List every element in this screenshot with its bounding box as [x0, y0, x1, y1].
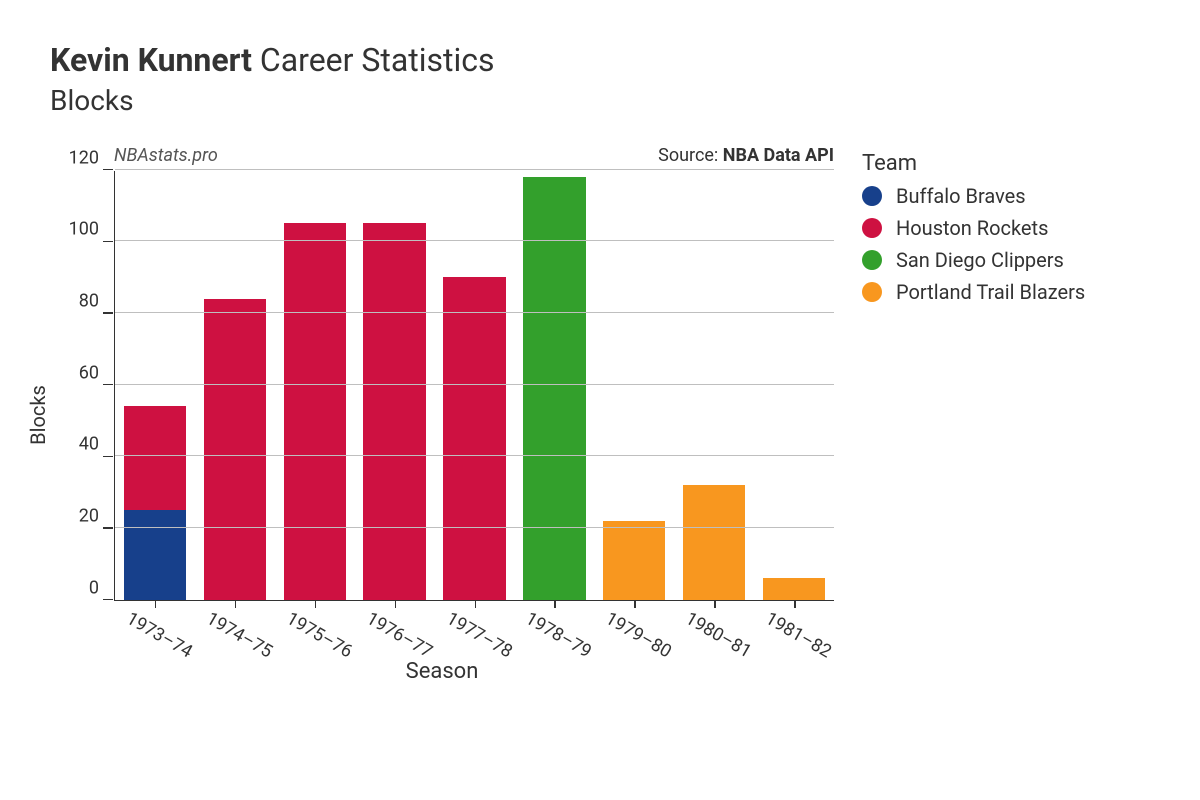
y-tick-label: 80	[79, 290, 115, 311]
legend-item: San Diego Clippers	[862, 248, 1085, 272]
bars-group: 1973–741974–751975–761976–771977–781978–…	[115, 171, 834, 600]
title-player: Kevin Kunnert	[50, 41, 252, 79]
x-tick	[475, 600, 477, 608]
y-tick	[103, 384, 113, 386]
bar-stack	[284, 223, 346, 599]
x-tick	[714, 600, 716, 608]
bar-segment	[284, 223, 346, 599]
chart-title: Kevin Kunnert Career Statistics	[50, 40, 1170, 82]
bar-slot: 1979–80	[594, 171, 674, 600]
y-tick-label: 0	[89, 577, 115, 598]
legend-label: Portland Trail Blazers	[896, 280, 1085, 304]
legend-item: Portland Trail Blazers	[862, 280, 1085, 304]
y-tick	[103, 599, 113, 601]
x-tick	[315, 600, 317, 608]
bar-slot: 1974–75	[195, 171, 275, 600]
grid-line	[115, 169, 834, 170]
x-tick	[634, 600, 636, 608]
title-rest: Career Statistics	[260, 41, 495, 79]
bar-slot: 1976–77	[355, 171, 435, 600]
grid-line	[115, 240, 834, 241]
bar-segment	[763, 578, 825, 600]
x-axis-label: Season	[50, 659, 834, 684]
bar-slot: 1975–76	[275, 171, 355, 600]
x-tick	[395, 600, 397, 608]
x-tick-label: 1976–77	[362, 608, 435, 662]
y-tick	[103, 456, 113, 458]
legend: Team Buffalo Braves Houston Rockets San Di…	[862, 151, 1085, 312]
y-tick-label: 60	[79, 362, 115, 383]
bar-stack	[443, 277, 505, 600]
y-tick	[103, 241, 113, 243]
legend-swatch	[862, 250, 882, 270]
y-tick-label: 40	[79, 434, 115, 455]
legend-label: Buffalo Braves	[896, 184, 1026, 208]
bar-segment	[124, 510, 186, 600]
plot-area: 1973–741974–751975–761976–771977–781978–…	[114, 171, 834, 601]
x-tick	[554, 600, 556, 608]
bar-stack	[363, 223, 425, 599]
bar-segment	[683, 485, 745, 600]
legend-swatch	[862, 218, 882, 238]
bar-stack	[763, 578, 825, 600]
x-tick	[235, 600, 237, 608]
bar-slot: 1980–81	[674, 171, 754, 600]
bar-slot: 1978–79	[514, 171, 594, 600]
site-credit: NBAstats.pro	[114, 145, 218, 166]
bar-segment	[204, 299, 266, 600]
chart-container: Kevin Kunnert Career Statistics Blocks N…	[0, 0, 1200, 800]
source-name: NBA Data API	[723, 145, 834, 166]
y-tick-label: 20	[79, 505, 115, 526]
legend-swatch	[862, 282, 882, 302]
bar-slot: 1977–78	[435, 171, 515, 600]
legend-item: Buffalo Braves	[862, 184, 1085, 208]
x-tick-label: 1978–79	[522, 608, 595, 662]
legend-item: Houston Rockets	[862, 216, 1085, 240]
chart-wrap: NBAstats.pro Source: NBA Data API Blocks…	[50, 147, 834, 684]
x-tick-label: 1975–76	[282, 608, 355, 662]
y-axis-label: Blocks	[26, 385, 50, 445]
bar-stack	[683, 485, 745, 600]
grid-line	[115, 384, 834, 385]
chart-row: NBAstats.pro Source: NBA Data API Blocks…	[50, 147, 1170, 684]
bar-slot: 1981–82	[754, 171, 834, 600]
x-tick-label: 1980–81	[682, 608, 755, 662]
legend-label: Houston Rockets	[896, 216, 1048, 240]
source-prefix: Source:	[658, 145, 723, 166]
y-tick-label: 100	[69, 219, 115, 240]
y-tick	[103, 169, 113, 171]
x-tick-label: 1974–75	[203, 608, 276, 662]
bar-segment	[124, 406, 186, 510]
x-tick-label: 1979–80	[602, 608, 675, 662]
x-tick-label: 1977–78	[442, 608, 515, 662]
title-block: Kevin Kunnert Career Statistics Blocks	[50, 40, 1170, 117]
bar-stack	[204, 299, 266, 600]
bar-stack	[124, 406, 186, 599]
bar-stack	[603, 521, 665, 600]
y-tick-label: 120	[69, 147, 115, 168]
grid-line	[115, 455, 834, 456]
y-tick	[103, 312, 113, 314]
x-tick	[155, 600, 157, 608]
legend-label: San Diego Clippers	[896, 248, 1064, 272]
bar-segment	[443, 277, 505, 600]
bar-segment	[363, 223, 425, 599]
legend-title: Team	[862, 151, 1085, 176]
grid-line	[115, 527, 834, 528]
annotations: NBAstats.pro Source: NBA Data API	[114, 145, 834, 166]
x-tick-label: 1973–74	[123, 608, 196, 662]
source-credit: Source: NBA Data API	[658, 145, 834, 166]
x-tick-label: 1981–82	[762, 608, 835, 662]
chart-subtitle: Blocks	[50, 84, 1170, 117]
grid-line	[115, 312, 834, 313]
x-tick	[794, 600, 796, 608]
bar-slot: 1973–74	[115, 171, 195, 600]
y-tick	[103, 527, 113, 529]
legend-swatch	[862, 186, 882, 206]
legend-items: Buffalo Braves Houston Rockets San Diego C…	[862, 184, 1085, 304]
bar-segment	[603, 521, 665, 600]
